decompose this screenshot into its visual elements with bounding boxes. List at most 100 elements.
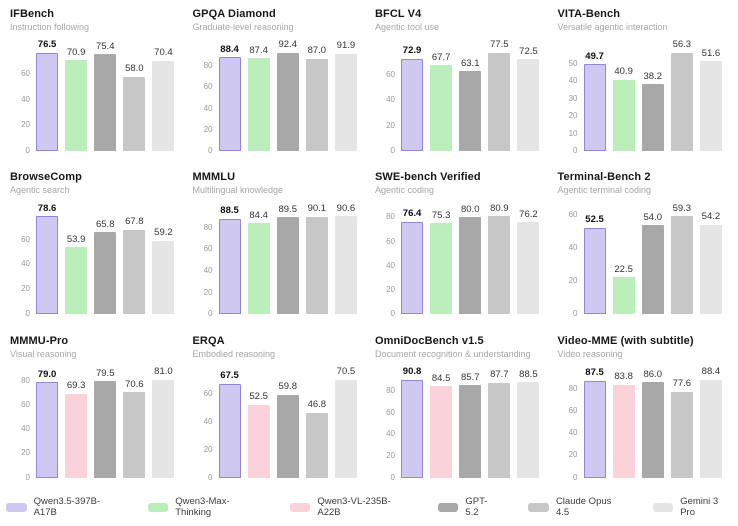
- bar-gpt-5-2: 85.7: [459, 373, 482, 478]
- chart-mmmu-pro: MMMU-Pro Visual reasoning 0 20 40 60 80 79.0 69.…: [6, 331, 185, 494]
- y-axis: 0 20 40 60: [10, 214, 30, 318]
- chart-subtitle: Multilingual knowledge: [192, 185, 284, 196]
- y-axis: 0 20 40 60: [558, 211, 578, 318]
- bar-rect: [36, 52, 59, 151]
- legend-item-gemini-3-pro: Gemini 3 Pro: [652, 496, 732, 518]
- chart-subtitle: Agentic tool use: [375, 22, 440, 32]
- bar-claude-opus-4-5: 80.9: [488, 204, 511, 315]
- bar-gemini-3-pro: 88.5: [517, 370, 540, 478]
- bar-rect: [305, 58, 328, 151]
- bar-qwen3-5-397b-a17b: 79.0: [36, 369, 59, 478]
- bar-qwen3-5-397b-a17b: 76.4: [401, 209, 424, 315]
- bar-rect: [430, 386, 453, 478]
- bar-rect: [401, 58, 424, 151]
- y-axis-tick-label: 40: [386, 95, 395, 105]
- bar-value-label: 70.5: [336, 366, 356, 378]
- bar-value-label: 46.8: [307, 399, 327, 411]
- chart-subtitle: Agentic search: [10, 185, 70, 196]
- chart-subtitle: Video reasoning: [557, 348, 623, 359]
- bar-rect: [218, 57, 241, 151]
- bar-value-label: 52.5: [585, 214, 604, 226]
- bar-value-label: 77.6: [672, 378, 692, 390]
- bar-value-label: 40.9: [614, 66, 633, 78]
- y-axis-tick-label: 20: [21, 120, 30, 130]
- bar-gemini-3-pro: 76.2: [517, 209, 540, 315]
- bar-value-label: 86.0: [643, 368, 662, 380]
- bar-value-label: 78.6: [37, 202, 57, 214]
- bar-qwen3-max-thinking: 67.7: [430, 51, 453, 151]
- bar-claude-opus-4-5: 87.0: [305, 46, 328, 151]
- y-axis-tick-label: 20: [386, 285, 395, 295]
- y-axis-tick-label: 20: [568, 111, 578, 121]
- y-axis-tick-label: 0: [208, 472, 213, 482]
- bar-gpt-5-2: 86.0: [641, 370, 664, 478]
- y-axis-tick-label: 60: [21, 400, 30, 410]
- bar-rect: [334, 379, 357, 478]
- y-axis-tick-label: 0: [390, 472, 395, 482]
- chart-subtitle: Embodied reasoning: [192, 348, 276, 359]
- bar-gpt-5-2: 75.4: [94, 42, 117, 151]
- bar-gpt-5-2: 92.4: [276, 40, 299, 151]
- bar-qwen3-5-397b-a17b: 49.7: [583, 50, 606, 151]
- chart-subtitle: Agentic terminal coding: [557, 185, 652, 196]
- plot-area: 0 20 40 60 80 88.4 87.4 92.4 87.0 91.9: [204, 38, 358, 155]
- bar-qwen3-max-thinking: 40.9: [612, 51, 635, 151]
- y-axis-tick-label: 0: [573, 146, 578, 155]
- bar-value-label: 67.8: [125, 216, 144, 228]
- bars-group: 87.5 83.8 86.0 77.6 88.4: [583, 367, 723, 478]
- bar-rect: [65, 60, 88, 151]
- bar-qwen3-5-397b-a17b: 76.5: [36, 40, 59, 151]
- bar-rect: [430, 65, 453, 151]
- bar-qwen3-5-397b-a17b: 67.5: [218, 371, 241, 478]
- y-axis: 0 20 40 60: [193, 378, 213, 481]
- y-axis-tick-label: 60: [21, 234, 30, 244]
- bars-group: 88.4 87.4 92.4 87.0 91.9: [218, 40, 358, 151]
- chart-title: OmniDocBench v1.5: [375, 334, 484, 347]
- chart-vita-bench: VITA-Bench Versatile agentic interaction 0…: [554, 4, 733, 167]
- bar-value-label: 67.5: [220, 370, 239, 382]
- bar-value-label: 77.5: [490, 39, 509, 51]
- bar-value-label: 84.4: [249, 209, 268, 221]
- chart-title: SWE-bench Verified: [375, 171, 481, 184]
- y-axis-tick-label: 20: [568, 276, 578, 286]
- y-axis: 0 20 40 60: [10, 51, 30, 155]
- bar-claude-opus-4-5: 58.0: [123, 51, 146, 151]
- bar-value-label: 88.5: [519, 368, 538, 380]
- y-axis-tick-label: 80: [203, 222, 213, 232]
- legend-swatch-icon: [437, 502, 459, 512]
- bar-gemini-3-pro: 54.2: [699, 212, 722, 315]
- bar-rect: [699, 224, 722, 315]
- legend-label: GPT-5.2: [465, 496, 488, 518]
- bar-rect: [247, 404, 270, 478]
- bar-rect: [65, 393, 88, 478]
- bar-value-label: 70.4: [154, 47, 173, 59]
- bar-qwen3-5-397b-a17b: 87.5: [583, 368, 606, 478]
- chart-title: Terminal-Bench 2: [557, 171, 651, 184]
- y-axis-tick-label: 40: [203, 103, 213, 113]
- bar-gemini-3-pro: 70.4: [152, 47, 175, 151]
- bar-rect: [305, 216, 328, 315]
- bar-rect: [699, 379, 722, 478]
- bar-rect: [152, 60, 175, 151]
- bar-rect: [670, 391, 693, 478]
- chart-title: Video-MME (with subtitle): [557, 334, 694, 347]
- bar-value-label: 90.6: [336, 202, 356, 214]
- bar-gpt-5-2: 59.8: [276, 378, 299, 478]
- chart-ifbench: IFBench Instruction following 0 20 40 60 76.5 7…: [6, 4, 185, 167]
- bar-gpt-5-2: 54.0: [641, 211, 664, 315]
- bars-group: 52.5 22.5 54.0 59.3 54.2: [583, 204, 723, 315]
- bar-value-label: 79.5: [95, 367, 115, 379]
- bars-group: 79.0 69.3 79.5 70.6 81.0: [36, 367, 175, 478]
- bar-value-label: 49.7: [585, 50, 604, 62]
- plot-area: 0 20 40 60 80 76.4 75.3 80.0 80.9 76.2: [386, 201, 540, 318]
- bar-value-label: 92.4: [278, 39, 297, 51]
- bars-group: 88.5 84.4 89.5 90.1 90.6: [218, 204, 358, 315]
- y-axis-tick-label: 40: [568, 243, 578, 253]
- bar-value-label: 88.5: [220, 205, 239, 217]
- bar-value-label: 54.0: [643, 211, 662, 223]
- chart-video-mme-with-subtitle: Video-MME (with subtitle) Video reasoning…: [554, 331, 733, 494]
- bar-rect: [699, 61, 722, 151]
- plot-area: 0 20 40 60 72.9 67.7 63.1 77.5 72.5: [386, 38, 540, 155]
- y-axis-tick-label: 40: [21, 259, 30, 269]
- bar-gpt-5-2: 65.8: [94, 214, 117, 315]
